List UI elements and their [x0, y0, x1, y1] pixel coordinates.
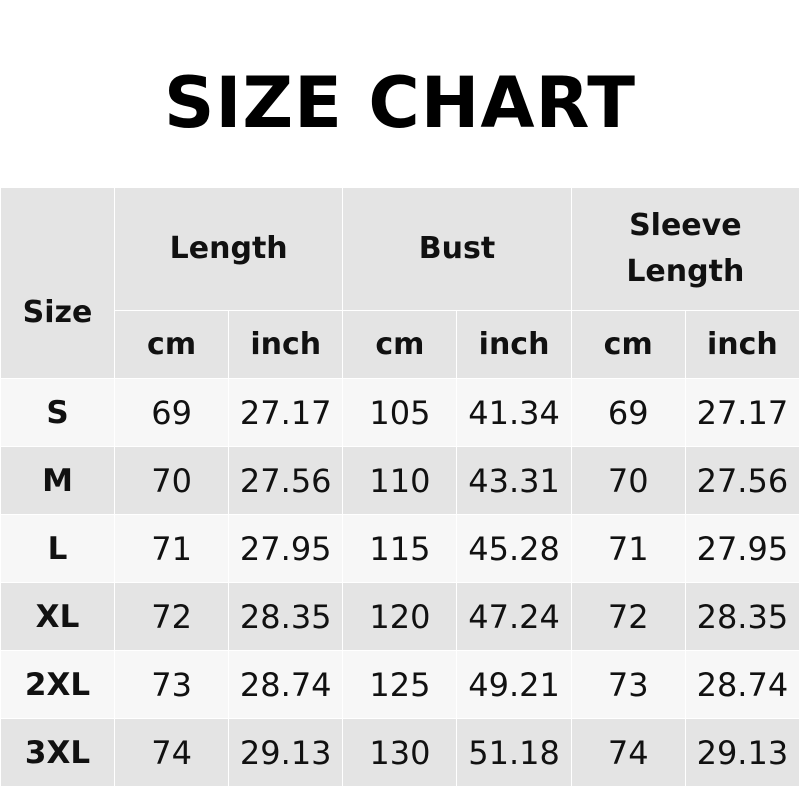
value-cell: 28.74 — [228, 650, 344, 719]
header-unit: cm — [113, 310, 230, 379]
header-unit: inch — [684, 310, 800, 379]
size-cell: L — [0, 514, 115, 583]
value-cell: 28.35 — [228, 582, 344, 651]
value-cell: 105 — [342, 378, 458, 447]
size-cell: M — [0, 446, 115, 515]
header-sleeve-length: Sleeve Length — [570, 187, 800, 311]
size-cell: 3XL — [0, 718, 115, 787]
value-cell: 70 — [113, 446, 230, 515]
value-cell: 28.74 — [684, 650, 800, 719]
table-row: S 69 27.17 105 41.34 69 27.17 — [0, 378, 800, 447]
value-cell: 74 — [113, 718, 230, 787]
value-cell: 49.21 — [456, 650, 572, 719]
value-cell: 27.56 — [228, 446, 344, 515]
value-cell: 27.56 — [684, 446, 800, 515]
value-cell: 130 — [342, 718, 458, 787]
size-cell: XL — [0, 582, 115, 651]
value-cell: 70 — [570, 446, 686, 515]
value-cell: 71 — [113, 514, 230, 583]
value-cell: 27.17 — [228, 378, 344, 447]
header-unit: cm — [570, 310, 686, 379]
value-cell: 51.18 — [456, 718, 572, 787]
table-row: XL 72 28.35 120 47.24 72 28.35 — [0, 582, 800, 651]
value-cell: 72 — [570, 582, 686, 651]
value-cell: 29.13 — [228, 718, 344, 787]
value-cell: 69 — [113, 378, 230, 447]
value-cell: 73 — [113, 650, 230, 719]
header-length: Length — [113, 187, 344, 311]
value-cell: 71 — [570, 514, 686, 583]
value-cell: 120 — [342, 582, 458, 651]
value-cell: 115 — [342, 514, 458, 583]
size-cell: S — [0, 378, 115, 447]
value-cell: 73 — [570, 650, 686, 719]
value-cell: 74 — [570, 718, 686, 787]
value-cell: 28.35 — [684, 582, 800, 651]
value-cell: 27.17 — [684, 378, 800, 447]
value-cell: 29.13 — [684, 718, 800, 787]
size-cell: 2XL — [0, 650, 115, 719]
value-cell: 45.28 — [456, 514, 572, 583]
header-size: Size — [0, 187, 115, 379]
table-row: 2XL 73 28.74 125 49.21 73 28.74 — [0, 650, 800, 719]
table-row: M 70 27.56 110 43.31 70 27.56 — [0, 446, 800, 515]
value-cell: 125 — [342, 650, 458, 719]
header-unit: cm — [342, 310, 458, 379]
header-unit: inch — [456, 310, 572, 379]
page-title: SIZE CHART — [163, 62, 637, 144]
value-cell: 72 — [113, 582, 230, 651]
value-cell: 110 — [342, 446, 458, 515]
value-cell: 47.24 — [456, 582, 572, 651]
header-unit: inch — [228, 310, 344, 379]
header-bust: Bust — [342, 187, 572, 311]
value-cell: 27.95 — [228, 514, 344, 583]
value-cell: 69 — [570, 378, 686, 447]
value-cell: 27.95 — [684, 514, 800, 583]
value-cell: 43.31 — [456, 446, 572, 515]
table-row: L 71 27.95 115 45.28 71 27.95 — [0, 514, 800, 583]
table-row: 3XL 74 29.13 130 51.18 74 29.13 — [0, 718, 800, 787]
size-table: Size Length Bust Sleeve Length cm inch cm i… — [0, 187, 800, 787]
value-cell: 41.34 — [456, 378, 572, 447]
